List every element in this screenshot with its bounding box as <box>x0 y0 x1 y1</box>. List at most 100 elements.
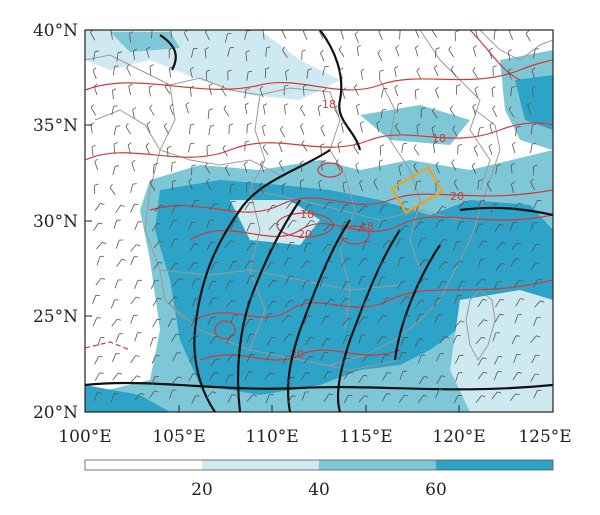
border-line <box>419 30 491 191</box>
wind-barb <box>246 223 251 232</box>
wind-barb <box>191 278 197 287</box>
border-line <box>159 269 401 291</box>
wind-barb-flag <box>245 140 250 143</box>
wind-barb-flag <box>525 30 530 34</box>
wind-barb <box>533 317 538 327</box>
wind-barb-flag <box>193 373 198 375</box>
wind-barb-flag <box>310 336 315 339</box>
wind-barb <box>515 127 518 137</box>
wind-barb-flag <box>328 371 333 373</box>
wind-barb <box>224 240 232 248</box>
wind-barb <box>149 337 154 347</box>
wind-barb <box>512 144 516 154</box>
wind-barb <box>398 166 402 176</box>
wind-barb <box>511 335 517 345</box>
contour-label: 18 <box>432 132 446 145</box>
wind-barb <box>92 317 98 327</box>
wind-barb <box>448 49 455 58</box>
red-contour-line <box>189 214 553 241</box>
wind-barb-flag <box>424 259 429 262</box>
wind-barb-flag <box>321 159 326 162</box>
wind-barb-flag <box>167 145 172 149</box>
wind-barb <box>414 338 420 348</box>
wind-barb-flag <box>415 45 419 49</box>
wind-barb-flag <box>270 262 275 264</box>
wind-barb-flag <box>342 181 347 184</box>
red-contours <box>85 30 553 361</box>
wind-barb-flag <box>127 142 132 146</box>
wind-barb-flag <box>300 104 304 109</box>
wind-barb <box>533 278 539 288</box>
wind-barb <box>149 390 155 399</box>
wind-barb <box>323 371 329 380</box>
wind-barb-flag <box>120 205 125 207</box>
wind-barb-flag <box>518 202 523 205</box>
wind-barb <box>263 105 266 115</box>
wind-barb <box>435 353 441 362</box>
wind-barb <box>415 313 420 323</box>
wind-barb-flag <box>193 354 198 356</box>
wind-barb <box>457 145 459 155</box>
wind-barb <box>438 261 446 269</box>
wind-barb <box>455 355 460 364</box>
wind-barb <box>151 355 156 364</box>
wind-barb <box>154 204 161 213</box>
wind-barb-flag <box>164 83 169 87</box>
wind-barb-flag <box>177 376 182 379</box>
wind-barb <box>130 296 137 305</box>
red-contour-loop <box>214 320 236 340</box>
wind-barb-flag <box>300 123 304 127</box>
wind-barb-flag <box>444 261 449 264</box>
wind-barb <box>267 301 273 310</box>
wind-barb <box>188 373 194 382</box>
wind-barb-flag <box>472 103 477 108</box>
shade-southeast-light <box>450 290 553 412</box>
wind-barb <box>340 30 344 40</box>
wind-barb <box>475 278 483 286</box>
wind-barb-flag <box>245 50 250 53</box>
wind-barb-flag <box>500 298 505 301</box>
wind-barb <box>112 166 116 176</box>
wind-barb-flag <box>499 224 504 226</box>
wind-barb-flag <box>511 86 516 88</box>
wind-barb <box>323 224 331 232</box>
wind-barb-flag <box>473 145 478 149</box>
wind-barb-flag <box>307 68 312 71</box>
wind-barb <box>114 279 119 289</box>
wind-barb-flag <box>423 376 428 378</box>
wind-barb-flag <box>262 144 266 148</box>
wind-barb-flag <box>435 161 440 166</box>
wind-barb <box>126 67 131 76</box>
wind-barb <box>452 128 458 137</box>
wind-barb <box>473 47 477 57</box>
wind-barb <box>533 49 536 59</box>
border-line <box>249 94 266 351</box>
wind-barb <box>334 108 340 117</box>
black-contours <box>85 30 553 412</box>
wind-barb-flag <box>345 204 350 206</box>
wind-barb-flag <box>508 68 512 72</box>
wind-barb-flag <box>354 31 359 35</box>
wind-barb-flag <box>445 336 450 339</box>
wind-barb <box>283 333 290 342</box>
border-line <box>249 189 461 221</box>
colorbar: 20 40 60 <box>84 459 554 500</box>
wind-barb <box>262 30 265 40</box>
island-taiwan <box>465 289 496 361</box>
wind-barb <box>226 354 234 362</box>
contour-label: 20 <box>298 228 312 241</box>
wind-barb <box>152 298 158 307</box>
wind-barb <box>208 85 212 95</box>
wind-barb-flag <box>354 84 358 88</box>
wind-barb-flag <box>488 143 493 147</box>
wind-barb-flag <box>457 144 463 146</box>
wind-barb <box>246 295 252 304</box>
wind-barb-flag <box>179 278 184 281</box>
wind-barb-flag <box>482 299 487 301</box>
wind-barb <box>204 165 211 174</box>
wind-barb <box>477 371 484 380</box>
wind-barb <box>382 240 389 248</box>
wind-barb <box>417 237 423 247</box>
wind-barb <box>435 48 437 58</box>
wind-barb <box>474 88 479 98</box>
